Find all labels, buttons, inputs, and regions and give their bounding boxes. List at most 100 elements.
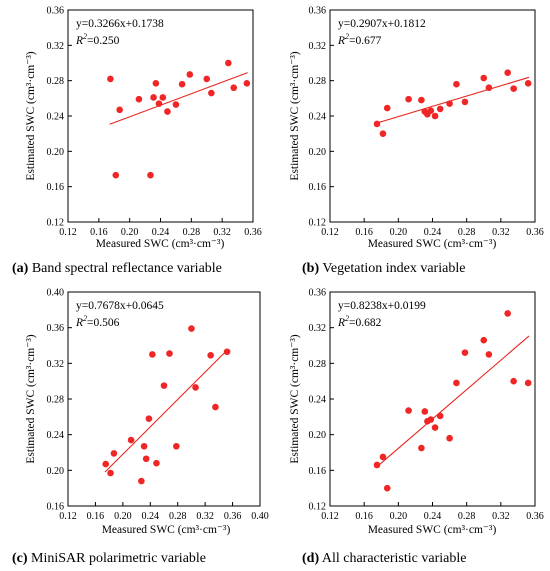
y-tick-label: 0.12 xyxy=(47,218,65,229)
x-tick-label: 0.28 xyxy=(183,227,201,238)
x-tick-label: 0.16 xyxy=(90,227,108,238)
r-squared-label: R2=0.250 xyxy=(75,32,120,47)
data-point xyxy=(421,408,429,415)
y-tick-label: 0.16 xyxy=(309,182,327,193)
y-tick-label: 0.20 xyxy=(309,430,327,441)
data-point xyxy=(436,412,444,420)
data-point xyxy=(446,434,453,442)
x-tick-label: 0.24 xyxy=(142,511,160,522)
y-tick-label: 0.32 xyxy=(47,41,65,52)
y-tick-label: 0.24 xyxy=(309,395,327,406)
y-tick-label: 0.36 xyxy=(309,288,327,299)
scatter-panel-c: 0.12 0.16 0.20 0.24 0.28 0.32 0.36 0.400.160.20… xyxy=(12,288,269,567)
x-tick-label: 0.36 xyxy=(244,227,262,238)
x-tick-label: 0.12 xyxy=(59,511,77,522)
regression-equation: y=0.2907x+0.1812 xyxy=(338,18,426,30)
regression-line xyxy=(109,72,248,125)
x-tick-label: 0.12 xyxy=(59,227,77,238)
regression-line xyxy=(375,76,530,124)
x-axis-label: Measured SWC (cm³·cm⁻³) xyxy=(368,238,497,250)
y-tick-label: 0.24 xyxy=(309,112,327,123)
data-point xyxy=(373,120,381,128)
data-point xyxy=(140,442,148,450)
y-tick-label: 0.32 xyxy=(47,359,65,370)
x-tick-label: 0.32 xyxy=(213,227,231,238)
data-point xyxy=(405,95,412,103)
data-point xyxy=(107,75,114,83)
x-tick-label: 0.12 xyxy=(321,511,339,522)
x-axis-label: Measured SWC (cm³·cm⁻³) xyxy=(102,524,231,536)
data-point xyxy=(127,436,135,444)
y-tick-label: 0.16 xyxy=(47,182,65,193)
panel-caption: (a) Band spectral reflectance variable xyxy=(12,261,222,276)
data-point xyxy=(461,349,469,356)
data-point xyxy=(145,415,153,422)
data-point xyxy=(383,484,391,492)
x-tick-label: 0.24 xyxy=(152,227,170,238)
data-point xyxy=(207,352,214,359)
data-point xyxy=(178,80,186,88)
data-point xyxy=(186,71,194,78)
data-point xyxy=(480,74,488,82)
x-tick-label: 0.36 xyxy=(526,227,544,238)
data-point xyxy=(172,101,180,108)
x-tick-label: 0.16 xyxy=(355,511,373,522)
x-tick-label: 0.20 xyxy=(114,511,132,522)
regression-equation: y=0.8238x+0.0199 xyxy=(338,300,426,312)
data-point xyxy=(212,403,219,411)
r-squared-label: R2=0.682 xyxy=(337,314,382,329)
data-point xyxy=(243,80,251,87)
x-tick-label: 0.20 xyxy=(390,511,408,522)
data-point xyxy=(159,94,167,101)
data-point xyxy=(510,85,517,92)
data-point xyxy=(112,171,120,179)
y-tick-label: 0.20 xyxy=(309,147,327,158)
data-point xyxy=(142,455,150,463)
y-axis-label: Estimated SWC (cm³·cm⁻³) xyxy=(25,51,37,180)
y-tick-label: 0.16 xyxy=(47,502,65,513)
data-point xyxy=(427,107,435,114)
regression-equation: y=0.7678x+0.0645 xyxy=(76,300,164,312)
data-point xyxy=(230,84,238,92)
data-point xyxy=(418,96,425,104)
data-point xyxy=(431,112,439,120)
scatter-panel-a: 0.12 0.16 0.20 0.24 0.28 0.32 0.36 0.12 0.16 0.20… xyxy=(12,6,262,277)
data-point xyxy=(116,106,123,114)
x-axis-label: Measured SWC (cm³·cm⁻³) xyxy=(96,238,225,250)
y-tick-label: 0.16 xyxy=(309,466,327,477)
y-tick-label: 0.36 xyxy=(47,6,65,17)
data-point xyxy=(225,59,232,67)
data-point xyxy=(427,416,435,423)
regression-line xyxy=(375,335,530,468)
data-point xyxy=(155,100,163,107)
data-point xyxy=(166,350,173,357)
x-tick-label: 0.32 xyxy=(492,227,510,238)
y-tick-label: 0.32 xyxy=(309,323,327,334)
y-tick-label: 0.20 xyxy=(47,466,65,477)
regression-line xyxy=(104,349,229,473)
data-point xyxy=(153,459,160,467)
data-point xyxy=(431,424,439,431)
data-point xyxy=(203,75,211,83)
scatter-panel-d: 0.12 0.16 0.20 0.24 0.28 0.32 0.36 0.12 0.16 0.20… xyxy=(289,288,544,567)
y-tick-label: 0.24 xyxy=(47,430,65,441)
data-point xyxy=(485,84,493,92)
data-point xyxy=(524,80,532,87)
data-point xyxy=(480,336,488,344)
x-tick-label: 0.28 xyxy=(169,511,187,522)
x-tick-label: 0.32 xyxy=(492,511,510,522)
data-point xyxy=(453,80,460,88)
data-point xyxy=(461,98,469,106)
y-tick-label: 0.28 xyxy=(309,76,327,87)
y-axis-label: Estimated SWC (cm³·cm⁻³) xyxy=(289,334,301,463)
data-point xyxy=(379,453,387,461)
y-tick-label: 0.40 xyxy=(47,288,65,299)
x-tick-label: 0.40 xyxy=(251,511,269,522)
r-squared-label: R2=0.506 xyxy=(75,314,120,329)
x-tick-label: 0.36 xyxy=(224,511,242,522)
data-point xyxy=(373,461,381,469)
y-tick-label: 0.36 xyxy=(47,323,65,334)
x-tick-label: 0.28 xyxy=(458,227,476,238)
data-point xyxy=(152,80,160,87)
